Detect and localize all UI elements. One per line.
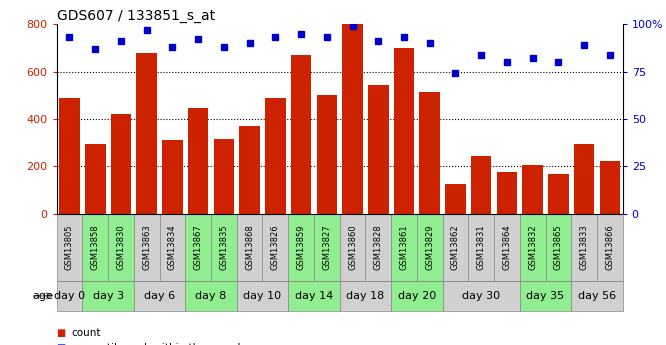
- Bar: [83, 281, 134, 310]
- Bar: [185, 214, 211, 281]
- Bar: [391, 281, 443, 310]
- Bar: [599, 160, 620, 214]
- Text: day 56: day 56: [578, 291, 616, 301]
- Bar: [265, 98, 286, 214]
- Bar: [188, 108, 208, 214]
- Bar: [545, 214, 571, 281]
- Bar: [134, 214, 160, 281]
- Text: ■: ■: [57, 344, 66, 345]
- Bar: [236, 281, 288, 310]
- Text: day 8: day 8: [195, 291, 226, 301]
- Bar: [316, 95, 337, 214]
- Bar: [519, 214, 545, 281]
- Bar: [137, 52, 157, 214]
- Bar: [445, 184, 466, 214]
- Bar: [57, 214, 83, 281]
- Text: day 6: day 6: [144, 291, 175, 301]
- Text: GSM13827: GSM13827: [322, 225, 331, 270]
- Text: GSM13829: GSM13829: [425, 225, 434, 270]
- Bar: [340, 214, 366, 281]
- Text: GSM13863: GSM13863: [142, 225, 151, 270]
- Text: GSM13835: GSM13835: [219, 225, 228, 270]
- Bar: [366, 214, 391, 281]
- Text: GSM13826: GSM13826: [271, 225, 280, 270]
- Bar: [162, 140, 182, 214]
- Text: GSM13867: GSM13867: [194, 225, 202, 270]
- Bar: [494, 214, 519, 281]
- Bar: [522, 165, 543, 214]
- Text: GSM13830: GSM13830: [117, 225, 125, 270]
- Text: GSM13805: GSM13805: [65, 225, 74, 270]
- Bar: [571, 214, 597, 281]
- Bar: [288, 281, 340, 310]
- Text: day 18: day 18: [346, 291, 384, 301]
- Text: day 14: day 14: [295, 291, 333, 301]
- Bar: [160, 214, 185, 281]
- Text: GSM13864: GSM13864: [502, 225, 511, 270]
- Bar: [340, 281, 391, 310]
- Bar: [134, 281, 185, 310]
- Bar: [236, 214, 262, 281]
- Text: GSM13831: GSM13831: [477, 225, 486, 270]
- Bar: [314, 214, 340, 281]
- Text: GDS607 / 133851_s_at: GDS607 / 133851_s_at: [57, 9, 214, 23]
- Text: GSM13866: GSM13866: [605, 225, 614, 270]
- Text: day 35: day 35: [526, 291, 565, 301]
- Bar: [111, 114, 131, 214]
- Text: GSM13833: GSM13833: [579, 225, 589, 270]
- Bar: [597, 214, 623, 281]
- Bar: [471, 156, 492, 214]
- Bar: [83, 214, 108, 281]
- Bar: [239, 126, 260, 214]
- Bar: [443, 214, 468, 281]
- Text: GSM13865: GSM13865: [554, 225, 563, 270]
- Text: GSM13860: GSM13860: [348, 225, 357, 270]
- Text: GSM13828: GSM13828: [374, 225, 383, 270]
- Bar: [391, 214, 417, 281]
- Text: GSM13861: GSM13861: [400, 225, 408, 270]
- Bar: [211, 214, 236, 281]
- Bar: [571, 281, 623, 310]
- Bar: [262, 214, 288, 281]
- Bar: [443, 281, 519, 310]
- Bar: [574, 144, 594, 214]
- Text: GSM13834: GSM13834: [168, 225, 177, 270]
- Bar: [519, 281, 571, 310]
- Bar: [185, 281, 236, 310]
- Bar: [57, 281, 83, 310]
- Text: day 0: day 0: [54, 291, 85, 301]
- Bar: [108, 214, 134, 281]
- Bar: [417, 214, 443, 281]
- Text: GSM13858: GSM13858: [91, 225, 100, 270]
- Text: GSM13832: GSM13832: [528, 225, 537, 270]
- Text: day 3: day 3: [93, 291, 124, 301]
- Text: day 30: day 30: [462, 291, 500, 301]
- Text: GSM13859: GSM13859: [296, 225, 306, 270]
- Bar: [59, 98, 80, 214]
- Text: count: count: [71, 328, 101, 338]
- Text: day 20: day 20: [398, 291, 436, 301]
- Text: age: age: [33, 291, 53, 301]
- Text: day 10: day 10: [243, 291, 282, 301]
- Bar: [368, 85, 388, 214]
- Bar: [394, 48, 414, 214]
- Bar: [288, 214, 314, 281]
- Text: GSM13862: GSM13862: [451, 225, 460, 270]
- Bar: [548, 174, 569, 214]
- Bar: [420, 92, 440, 214]
- Bar: [291, 55, 312, 214]
- Bar: [468, 214, 494, 281]
- Bar: [85, 144, 105, 214]
- Bar: [342, 24, 363, 214]
- Text: GSM13868: GSM13868: [245, 225, 254, 270]
- Bar: [497, 172, 517, 214]
- Text: ■: ■: [57, 328, 66, 338]
- Bar: [214, 139, 234, 214]
- Text: percentile rank within the sample: percentile rank within the sample: [71, 344, 247, 345]
